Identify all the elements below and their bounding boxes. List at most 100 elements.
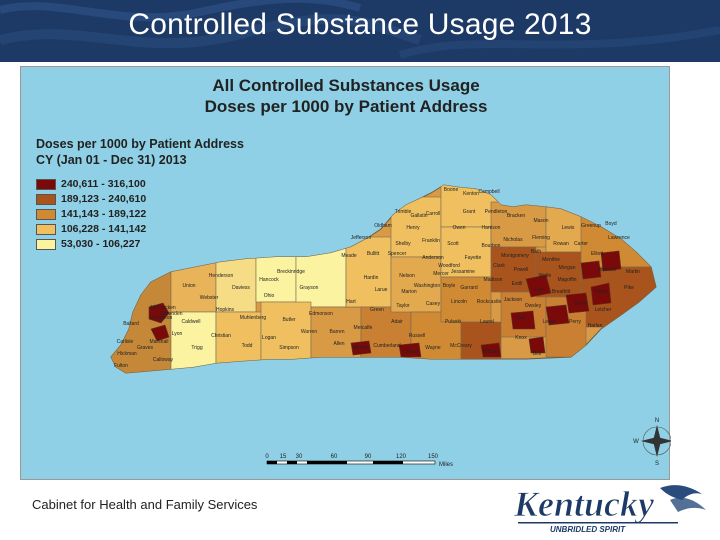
county-label: Pike — [624, 285, 634, 291]
county-region — [260, 301, 312, 363]
county-label: Campbell — [478, 189, 499, 195]
scale-tick: 15 — [280, 454, 287, 460]
county-label: Trimble — [395, 209, 412, 215]
county-label: Mercer — [433, 271, 449, 277]
county-label: Montgomery — [501, 253, 529, 259]
county-label: Trigg — [191, 345, 202, 351]
legend-label: 141,143 - 189,122 — [61, 208, 147, 220]
county-label: Ballard — [123, 321, 139, 327]
header-swirl-decoration — [0, 0, 720, 59]
county-region — [390, 256, 442, 313]
county-label: Bourbon — [482, 243, 501, 249]
scale-tick: 60 — [331, 454, 338, 460]
county-label: Lewis — [562, 225, 575, 231]
county-label: Bell — [533, 351, 541, 357]
kentucky-logo: Kentucky UNBRIDLED SPIRIT — [513, 484, 706, 534]
svg-text:UNBRIDLED SPIRIT: UNBRIDLED SPIRIT — [550, 525, 626, 534]
county-label: Harrison — [482, 225, 501, 231]
county-highlight — [350, 340, 372, 356]
county-label: Pendleton — [485, 209, 508, 215]
county-label: McCreary — [450, 343, 472, 349]
county-region — [295, 246, 347, 308]
legend-item: 240,611 - 316,100 — [36, 179, 146, 190]
county-region — [345, 236, 392, 308]
kentucky-county-map: Boone Kenton Campbell Gallatin Grant Pen… — [110, 184, 671, 468]
legend-swatch — [36, 224, 56, 235]
legend-swatch — [36, 209, 56, 220]
slide-header: Controlled Substance Usage 2013 — [0, 0, 720, 62]
svg-text:Kentucky: Kentucky — [513, 484, 655, 524]
county-label: Todd — [242, 343, 253, 349]
county-label: Franklin — [422, 238, 440, 244]
county-label: Boyd — [605, 221, 617, 227]
county-label: Russell — [409, 333, 425, 339]
county-label: Clark — [493, 263, 505, 269]
scale-bar: 0 15 30 60 90 120 150 Miles — [265, 454, 453, 468]
county-label: Harlan — [588, 323, 603, 329]
county-label: Adair — [391, 319, 403, 325]
county-label: Cumberland — [373, 343, 400, 349]
county-label: Knox — [515, 335, 527, 341]
county-label: Perry — [569, 319, 581, 325]
county-highlight — [510, 310, 536, 330]
county-label: Rowan — [553, 241, 569, 247]
compass-n: N — [655, 418, 659, 424]
county-label: Breathitt — [552, 289, 571, 295]
county-label: Jackson — [504, 297, 523, 303]
county-label: Henderson — [209, 273, 234, 279]
county-label: Madison — [484, 277, 503, 283]
county-label: Nelson — [399, 273, 415, 279]
county-label: Lee — [535, 287, 544, 293]
county-label: Muhlenberg — [240, 315, 267, 321]
county-label: Owsley — [525, 303, 542, 309]
county-label: Bullitt — [367, 251, 380, 257]
county-highlight — [150, 324, 170, 342]
county-label: Hardin — [364, 275, 379, 281]
county-label: Carlisle — [117, 339, 134, 345]
county-region — [440, 226, 492, 278]
county-label: Pulaski — [445, 319, 461, 325]
county-label: Menifee — [542, 257, 560, 263]
scale-tick: 120 — [396, 454, 407, 460]
legend-label: 53,030 - 106,227 — [61, 238, 141, 250]
county-highlight — [580, 260, 602, 280]
county-highlight — [525, 274, 552, 298]
county-region — [215, 256, 257, 313]
county-label: Metcalfe — [354, 325, 373, 331]
county-label: Carroll — [426, 211, 441, 217]
county-label: Union — [182, 283, 195, 289]
county-label: Garrard — [460, 285, 477, 291]
scale-unit: Miles — [439, 462, 453, 468]
county-label: Marshall — [150, 339, 169, 345]
county-label: Morgan — [559, 265, 576, 271]
scale-tick: 0 — [265, 454, 269, 460]
county-label: Henry — [406, 225, 420, 231]
county-label: Scott — [447, 241, 459, 247]
county-label: Hart — [346, 299, 356, 305]
county-label: Clinton — [403, 349, 419, 355]
map-title: All Controlled Substances Usage Doses pe… — [21, 75, 671, 117]
county-label: Fulton — [114, 363, 128, 369]
county-labels: Boone Kenton Campbell Gallatin Grant Pen… — [114, 187, 640, 369]
county-label: Rockcastle — [477, 299, 502, 305]
scale-tick: 90 — [365, 454, 372, 460]
county-label: Fleming — [532, 235, 550, 241]
county-label: Oldham — [374, 223, 392, 229]
county-label: Hopkins — [216, 307, 235, 313]
county-label: Jefferson — [351, 235, 372, 241]
legend-label: 106,228 - 141,142 — [61, 223, 147, 235]
county-label: Washington — [414, 283, 440, 289]
county-label: Green — [370, 307, 384, 313]
county-label: Lyon — [172, 331, 183, 337]
map-panel: All Controlled Substances Usage Doses pe… — [20, 66, 671, 480]
county-label: Powell — [514, 267, 529, 273]
legend-swatch — [36, 179, 56, 190]
legend-swatch — [36, 239, 56, 250]
county-label: Woodford — [438, 263, 460, 269]
county-label: Breckinridge — [277, 269, 305, 275]
county-label: Kenton — [463, 191, 479, 197]
county-label: Hickman — [117, 351, 137, 357]
legend-swatch — [36, 194, 56, 205]
county-label: Mason — [533, 218, 548, 224]
county-label: Anderson — [422, 255, 444, 261]
